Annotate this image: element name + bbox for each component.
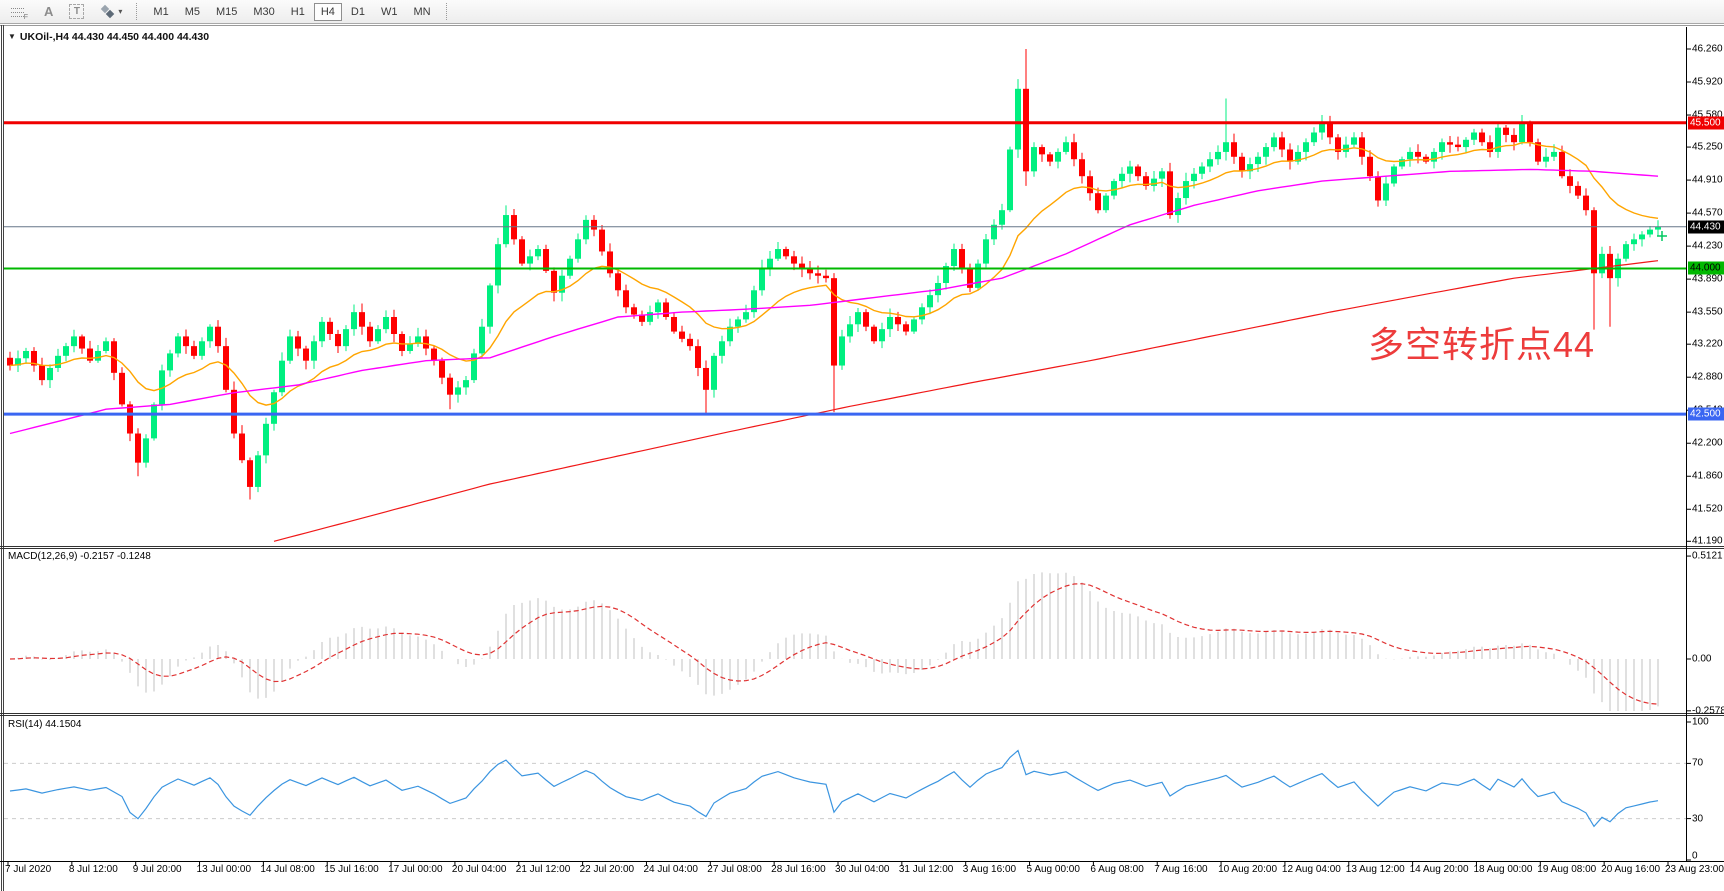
current-price-badge: 44.430 [1688,220,1724,234]
timeframe-button-h4[interactable]: H4 [313,3,342,21]
price-tick-label: 41.860 [1692,470,1723,482]
time-axis-label: 6 Aug 08:00 [1090,864,1144,875]
symbol-dropdown-icon[interactable]: ▼ [8,32,16,41]
price-tick-label: 42.200 [1692,437,1723,449]
time-axis-label: 5 Aug 00:00 [1026,864,1080,875]
price-tick-label: 44.230 [1692,240,1723,252]
time-axis-label: 9 Jul 20:00 [132,864,182,875]
time-axis-label: 19 Aug 08:00 [1537,864,1597,875]
window-frame [0,25,1724,891]
timeframe-button-w1[interactable]: W1 [374,3,405,21]
time-axis-label: 28 Jul 16:00 [771,864,826,875]
price-tick-label: 44.910 [1692,174,1723,186]
price-tick-label: 42.880 [1692,371,1723,383]
time-axis-label: 22 Jul 20:00 [579,864,635,875]
macd-group [9,572,1659,711]
fibonacci-icon: F [11,5,28,21]
price-badge-42.500: 42.500 [1688,407,1724,421]
timeframe-button-mn[interactable]: MN [406,3,437,21]
toolbar: F A T ▾ M1 M5 M15 M30 H1 H4 D1 W1 MN [0,0,1724,24]
timeframe-button-group: M1 M5 M15 M30 H1 H4 D1 W1 MN [145,2,438,21]
candles-group [7,49,1661,500]
time-axis-label: 21 Jul 12:00 [515,864,571,875]
time-axis-label: 17 Jul 00:00 [388,864,443,875]
rsi-scale-label: 70 [1692,757,1704,769]
rsi-scale-label: 30 [1692,813,1704,825]
text-box-icon: T [69,4,85,19]
macd-scale-label: -0.2578 [1692,705,1724,717]
rsi-scale-label: 100 [1692,716,1709,728]
time-axis-label: 27 Jul 08:00 [707,864,762,875]
toolbar-separator [136,3,138,20]
fibonacci-tool-button[interactable]: F [4,2,35,22]
time-axis-label: 13 Aug 12:00 [1345,864,1405,875]
time-axis-label: 14 Aug 20:00 [1409,864,1469,875]
time-axis-label: 31 Jul 12:00 [898,864,954,875]
time-axis-label: 3 Aug 16:00 [962,864,1017,875]
price-badge-44.000: 44.000 [1688,261,1724,275]
letter-a-icon: A [44,4,54,19]
price-tick-label: 43.550 [1692,306,1723,318]
axis-ticks [7,48,1691,866]
timeframe-button-h1[interactable]: H1 [284,3,312,21]
ohlc-values: 44.430 44.450 44.400 44.430 [71,31,210,43]
time-axis-label: 20 Aug 16:00 [1601,864,1661,875]
timeframe-button-d1[interactable]: D1 [344,3,372,21]
macd-indicator-label: MACD(12,26,9) -0.2157 -0.1248 [8,551,151,562]
time-axis-label: 20 Jul 04:00 [451,864,507,875]
timeframe-button-m5[interactable]: M5 [178,3,207,21]
price-tick-label: 45.920 [1692,76,1723,88]
price-tick-label: 44.570 [1692,207,1723,219]
rsi-indicator-label: RSI(14) 44.1504 [8,719,82,730]
macd-scale-label: 0.5121 [1692,550,1723,562]
timeframe-button-m30[interactable]: M30 [246,3,281,21]
time-axis-label: 15 Jul 16:00 [324,864,379,875]
toolbar-separator [445,3,448,20]
time-axis-label: 24 Jul 04:00 [643,864,698,875]
rsi-group [4,749,1686,828]
moving-averages-group [9,141,1659,542]
price-tick-label: 45.580 [1692,109,1723,121]
price-tick-label: 46.260 [1692,43,1723,55]
time-axis-label: 13 Jul 00:00 [196,864,252,875]
macd-scale-label: 0.00 [1692,653,1712,665]
arrows-tool-button[interactable]: ▾ [93,2,129,22]
timeframe-button-m15[interactable]: M15 [209,3,244,21]
time-axis-label: 30 Jul 04:00 [834,864,890,875]
timeframe-button-m1[interactable]: M1 [146,3,175,21]
time-axis-label: 14 Jul 08:00 [260,864,315,875]
chevron-down-icon: ▾ [118,7,123,16]
symbol-period-label: UKOil-,H4 [19,31,69,43]
time-axis-label: 7 Aug 16:00 [1154,864,1208,875]
time-axis-label: 10 Aug 20:00 [1218,864,1278,875]
time-axis-label: 18 Aug 00:00 [1473,864,1533,875]
price-tick-label: 43.220 [1692,338,1723,350]
label-tool-button[interactable]: A [37,2,60,22]
chart-annotation-text[interactable]: 多空转折点44 [1368,324,1596,365]
price-badge-45.500: 45.500 [1688,116,1724,130]
rsi-scale-label: 0 [1692,850,1698,862]
time-axis-label: 7 Jul 2020 [5,864,52,875]
price-tick-label: 43.890 [1692,273,1723,285]
time-axis-label: 8 Jul 12:00 [68,864,118,875]
price-tick-label: 45.250 [1692,141,1723,153]
time-axis-label: 12 Aug 04:00 [1281,864,1341,875]
symbol-title: ▼ UKOil-,H4 44.430 44.450 44.400 44.430 [8,31,209,43]
horizontal-lines-group [4,121,1686,416]
price-tick-label: 41.520 [1692,503,1723,515]
price-tick-label: 41.190 [1692,535,1723,547]
time-axis-label: 23 Aug 23:00 [1664,864,1724,875]
text-tool-button[interactable]: T [62,2,91,22]
